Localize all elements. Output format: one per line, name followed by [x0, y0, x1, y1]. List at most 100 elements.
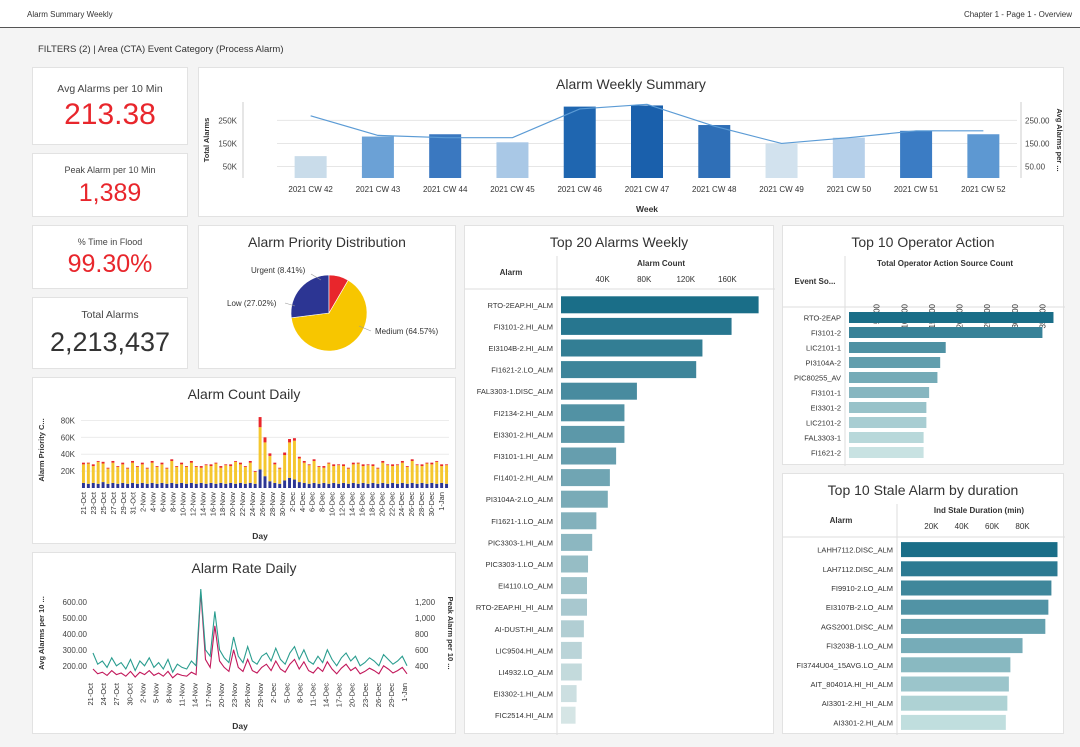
bar [901, 581, 1051, 596]
bar-urgent [381, 461, 384, 463]
bar-medium [121, 464, 124, 483]
bar-urgent [239, 463, 242, 465]
bar-medium [205, 465, 208, 484]
bar-medium [430, 464, 433, 483]
x-tick-label: 2-Nov [138, 683, 147, 703]
x-tick-label: 29-Dec [387, 683, 396, 707]
row-label: PIC3303-1.HI_ALM [488, 538, 553, 547]
bar-low [87, 484, 90, 488]
bar-medium [244, 467, 247, 484]
bar-medium [259, 427, 262, 469]
y-tick-label: 600.00 [63, 598, 88, 607]
kpi-peak-alarm: Peak Alarm per 10 Min 1,389 [32, 153, 188, 217]
bar [766, 143, 798, 178]
bar-low [224, 484, 227, 488]
x-tick-label: 16-Dec [357, 492, 366, 516]
bar-urgent [440, 464, 443, 466]
filters-bar[interactable]: FILTERS (2) | Area (CTA) Event Category … [38, 44, 283, 55]
bar [849, 327, 1042, 338]
bar-low [401, 483, 404, 488]
bar-medium [224, 465, 227, 484]
bar-low [200, 483, 203, 488]
bar-medium [352, 464, 355, 483]
row-label: FI3101-1 [811, 389, 841, 398]
bar-low [352, 483, 355, 488]
x-tick-label: 24-Oct [99, 682, 108, 705]
row-label: EI3104B-2.HI_ALM [488, 344, 553, 353]
bar [901, 696, 1007, 711]
bar-medium [180, 464, 183, 483]
bar [849, 447, 924, 458]
bar-urgent [308, 464, 311, 465]
bar-low [136, 484, 139, 488]
bar-medium [425, 464, 428, 484]
alarm-count-daily-chart: Alarm Count Daily 80K 60K 40K 20K Alarm Prio… [32, 377, 456, 544]
bar [561, 512, 596, 529]
bar-urgent [322, 466, 325, 468]
y-tick-label: 80K [61, 416, 76, 425]
bar-urgent [421, 464, 424, 466]
bar-medium [342, 466, 345, 483]
bar-low [195, 484, 198, 488]
bar [429, 134, 461, 178]
y-axis-label: Avg Alarms per 10 ... [37, 596, 46, 670]
bar-urgent [352, 463, 355, 465]
bar-urgent [342, 464, 345, 466]
bar-urgent [116, 466, 119, 467]
bar-urgent [244, 466, 247, 467]
bar-low [254, 484, 257, 488]
x-tick-label: 2021 CW 49 [759, 185, 804, 194]
bar [295, 156, 327, 178]
bar-low [121, 483, 124, 488]
x-tick-label: 8-Nov [165, 683, 174, 703]
x-tick-label: 6-Nov [159, 492, 168, 512]
bar-low [288, 478, 291, 488]
x-tick-label: 2-Nov [139, 492, 148, 512]
bar-medium [264, 442, 267, 476]
bar [849, 417, 926, 428]
bar-low [141, 483, 144, 488]
x-tick-label: 2021 CW 42 [288, 185, 333, 194]
x-tick-label: 8-Nov [168, 492, 177, 512]
x-tick-label: 27-Oct [109, 491, 118, 514]
bar-urgent [92, 464, 95, 466]
bar-medium [234, 462, 237, 484]
bar-medium [273, 464, 276, 483]
slice-label: Medium (64.57%) [375, 327, 438, 336]
bar-medium [318, 467, 321, 484]
bar-urgent [416, 464, 419, 465]
bar-low [234, 484, 237, 488]
bar-urgent [151, 461, 154, 463]
x-tick-label: 6-Dec [308, 492, 317, 512]
bar-urgent [214, 463, 217, 464]
bar-urgent [175, 466, 178, 467]
x-tick-label: 14-Nov [198, 492, 207, 516]
bar-low [146, 484, 149, 488]
bar-urgent [362, 464, 365, 466]
bar-urgent [391, 464, 394, 466]
bar [901, 619, 1045, 634]
bar-low [102, 482, 105, 488]
measure-header: Alarm Count [637, 259, 685, 268]
row-label: PI3104A-2 [806, 359, 841, 368]
bar-medium [97, 462, 100, 484]
bar-urgent [337, 464, 340, 465]
top20-alarms-chart: Top 20 Alarms Weekly Alarm Alarm Count 40K… [464, 225, 774, 734]
bar [849, 432, 924, 443]
weekly-summary-chart: Alarm Weekly Summary 250K 250.00 150K 150.0… [198, 67, 1064, 217]
bar [849, 342, 946, 353]
bar-medium [190, 463, 193, 483]
bar-low [259, 469, 262, 488]
bar-urgent [298, 457, 301, 459]
x-tick-label: 2021 CW 47 [625, 185, 670, 194]
row-label: EI4110.LO_ALM [498, 582, 553, 591]
row-label: AIT_80401A.HI_HI_ALM [810, 680, 893, 689]
stale-svg: AlarmInd Stale Duration (min)20K 40K 60K 80… [783, 474, 1065, 735]
kpi-time-in-flood: % Time in Flood 99.30% [32, 225, 188, 289]
measure-header: Total Operator Action Source Count [877, 259, 1013, 268]
tick-label: 60K [985, 522, 1000, 531]
bar-low [421, 483, 424, 488]
bar-low [318, 484, 321, 488]
bar [564, 107, 596, 178]
bar-medium [102, 464, 105, 483]
